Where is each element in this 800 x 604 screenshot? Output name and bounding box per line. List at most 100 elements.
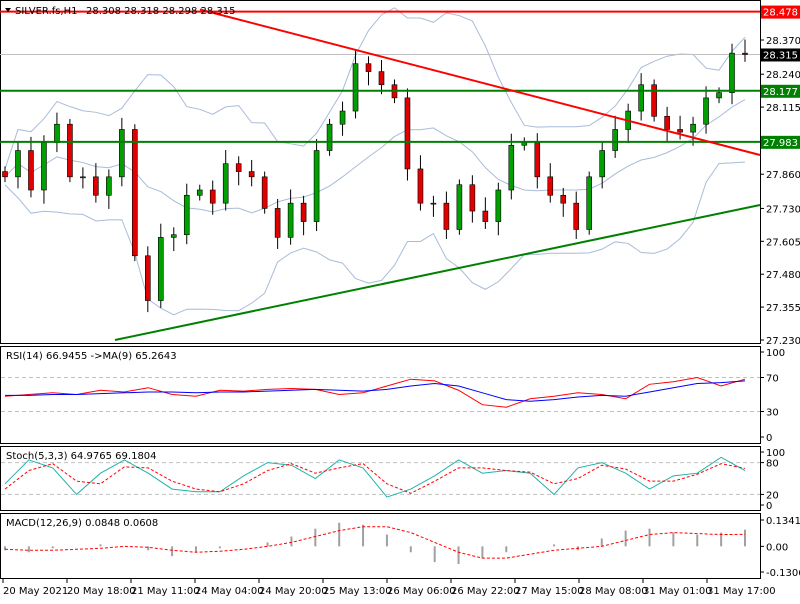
axis-tick-label: 100	[766, 348, 785, 359]
price-tick-label: 27.355	[766, 303, 800, 314]
stoch-panel	[0, 446, 761, 511]
candle-body	[495, 189, 502, 222]
candle-body	[15, 150, 21, 178]
candle-body	[339, 110, 346, 125]
candle-body	[54, 123, 60, 143]
candle-body	[664, 116, 670, 130]
rsi-line	[4, 376, 746, 408]
candle-body	[170, 234, 177, 238]
candle-body	[742, 52, 748, 55]
candle-body	[378, 71, 385, 86]
candle-body	[313, 150, 320, 222]
price-label: 28.177	[763, 87, 798, 98]
candle-body	[106, 176, 112, 196]
time-tick-label: 31 May 17:00	[707, 586, 776, 597]
time-tick-label: 26 May 22:00	[451, 586, 520, 597]
price-label: 28.478	[763, 8, 798, 19]
price-tick-label: 28.115	[766, 103, 800, 114]
candle-body	[28, 150, 34, 191]
candle-body	[248, 171, 255, 178]
time-tick-label: 21 May 11:00	[131, 586, 200, 597]
price-tick-label: 27.605	[766, 237, 800, 248]
candle-body	[300, 202, 307, 222]
stoch-title: Stoch(5,3,3) 64.9765 69.1804	[6, 451, 157, 462]
candle-body	[365, 63, 372, 72]
candle-body	[612, 129, 618, 151]
candle-body	[560, 194, 567, 204]
candle-body	[67, 123, 73, 178]
candle-body	[132, 129, 138, 257]
price-label: 28.315	[763, 50, 798, 61]
price-label-box	[761, 5, 800, 19]
axis-tick-label: 100	[766, 448, 785, 459]
time-tick-label: 26 May 06:00	[387, 586, 456, 597]
time-tick-label: 31 May 01:00	[643, 586, 712, 597]
candle-body	[326, 123, 333, 151]
time-tick-label: 24 May 20:00	[259, 586, 328, 597]
macd-signal-line	[4, 526, 746, 559]
candle-body	[119, 129, 125, 178]
candle-body	[183, 194, 190, 236]
candle-body	[417, 168, 424, 204]
candle-body	[287, 202, 294, 238]
rsi-panel	[0, 346, 761, 444]
axis-tick-label: 20	[766, 490, 779, 501]
candle-body	[41, 142, 47, 191]
time-tick-label: 28 May 08:00	[579, 586, 648, 597]
candle-body	[534, 142, 541, 178]
stoch-signal-line	[4, 463, 746, 494]
axis-tick-label: 70	[766, 374, 779, 385]
candle-body	[599, 150, 605, 178]
price-tick-label: 27.480	[766, 270, 800, 281]
price-tick-label: 27.730	[766, 204, 800, 215]
band-lower	[4, 161, 746, 316]
price-tick-label: 28.240	[766, 70, 800, 81]
price-tick-label: 28.370	[766, 36, 800, 47]
candle-body	[443, 202, 450, 230]
macd-title: MACD(12,26,9) 0.0848 0.0608	[6, 518, 158, 529]
candle-body	[547, 176, 554, 196]
price-label-box	[761, 84, 800, 98]
candle-body	[651, 84, 657, 117]
axis-tick-label: 0.00	[766, 542, 788, 553]
time-tick-label: 25 May 13:00	[323, 586, 392, 597]
price-label: 27.983	[763, 138, 798, 149]
candle-body	[93, 176, 99, 196]
collapse-triangle-icon[interactable]	[5, 8, 11, 12]
candle-body	[573, 202, 580, 230]
candle-body	[157, 237, 164, 301]
band-middle	[4, 99, 746, 214]
candle-body	[521, 142, 528, 146]
candle-body	[430, 202, 437, 205]
rsi-title: RSI(14) 66.9455 ->MA(9) 65.2643	[6, 351, 177, 362]
candle-body	[729, 52, 735, 93]
time-tick-label: 24 May 04:00	[195, 586, 264, 597]
symbol-title: SILVER.fs,H1	[15, 6, 78, 17]
candle-body	[196, 189, 203, 196]
candle-body	[690, 123, 696, 133]
candle-body	[80, 176, 86, 179]
resistance-trendline	[199, 8, 761, 156]
time-tick-label: 27 May 15:00	[515, 586, 584, 597]
candle-body	[638, 84, 644, 112]
candle-body	[209, 189, 216, 204]
candle-body	[145, 255, 151, 301]
candle-body	[469, 184, 476, 212]
candle-body	[404, 97, 411, 170]
ohlc-values: 28.308 28.318 28.298 28.315	[86, 6, 236, 17]
candle-body	[352, 63, 359, 112]
candle-body	[703, 97, 709, 125]
candle-body	[508, 144, 515, 191]
time-tick-label: 20 May 18:00	[67, 586, 136, 597]
axis-tick-label: 0	[766, 501, 772, 512]
main-panel	[0, 0, 761, 344]
axis-tick-label: 80	[766, 459, 779, 470]
axis-tick-label: 0.1341	[766, 516, 800, 527]
axis-tick-label: -0.1306	[766, 568, 800, 579]
candle-body	[456, 184, 463, 230]
time-tick-label: 20 May 2021	[3, 586, 68, 597]
candle-body	[482, 210, 489, 222]
candle-body	[261, 176, 268, 209]
